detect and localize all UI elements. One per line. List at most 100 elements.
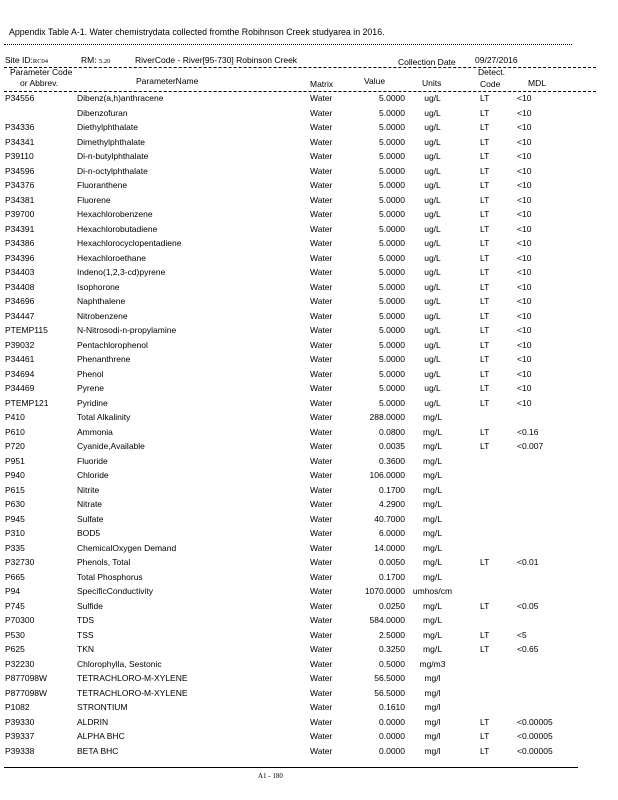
cell-mdl: <10 (517, 339, 532, 350)
table-row: P34396 Hexachloroethane Water 5.0000 ug/L LT <… (0, 253, 618, 267)
cell-value: 4.2900 (379, 499, 405, 509)
cell-code: P34556 (5, 93, 35, 103)
cell-name: Fluoranthene (77, 180, 128, 190)
cell-detect: LT (480, 325, 490, 335)
cell-value: 0.0250 (379, 600, 405, 611)
cell-mdl: <5 (517, 629, 527, 640)
cell-mdl: <10 (517, 209, 532, 219)
cell-value: 5.0000 (379, 165, 405, 176)
cell-matrix: Water (310, 470, 333, 480)
cell-matrix: Water (310, 209, 333, 219)
cell-units: ug/L (424, 310, 441, 321)
cell-detect: LT (480, 296, 490, 306)
cell-value: 5.0000 (379, 223, 405, 234)
cell-code: P39337 (5, 731, 35, 741)
cell-value: 5.0000 (379, 122, 405, 132)
cell-name: N-Nitrosodi-n-propylamine (77, 325, 177, 335)
cell-detect: LT (480, 368, 490, 379)
cell-name: Phenols, Total (77, 557, 131, 567)
header-code-1: Parameter Code (10, 67, 73, 77)
table-row: P615 Nitrite Water 0.1700 mg/L (0, 485, 618, 499)
cell-units: mg/L (423, 615, 442, 625)
cell-mdl: <10 (517, 267, 532, 277)
table-row: P34556 Dibenz(a,h)anthracene Water 5.0000 ug… (0, 93, 618, 107)
cell-detect: LT (480, 238, 490, 248)
cell-mdl: <0.007 (517, 441, 544, 451)
cell-units: mg/l (424, 745, 441, 756)
cell-mdl: <10 (517, 180, 532, 190)
table-row: P1082 STRONTIUM Water 0.1610 mg/l (0, 702, 618, 716)
cell-units: umhos/cm (412, 586, 453, 596)
cell-detect: LT (480, 557, 490, 567)
cell-units: ug/L (424, 122, 441, 132)
cell-detect: LT (480, 180, 490, 190)
cell-detect: LT (480, 339, 490, 350)
cell-detect: LT (480, 644, 490, 654)
cell-code: P34381 (5, 194, 35, 205)
table-row: P34696 Naphthalene Water 5.0000 ug/L LT <10 (0, 296, 618, 310)
cell-name: Pentachlorophenol (77, 339, 148, 350)
cell-code: P745 (5, 600, 25, 611)
cell-code: P34694 (5, 368, 35, 379)
cell-value: 5.0000 (379, 252, 405, 263)
table-row: P745 Sulfide Water 0.0250 mg/L LT <0.05 (0, 601, 618, 615)
page-number: A1 - 180 (258, 772, 283, 780)
cell-value: 0.0800 (379, 426, 405, 437)
cell-matrix: Water (310, 687, 333, 698)
cell-code: P625 (5, 644, 25, 654)
cell-matrix: Water (310, 339, 333, 350)
cell-detect: LT (480, 252, 490, 263)
header-detect-2: Code (480, 79, 501, 89)
cell-matrix: Water (310, 745, 333, 756)
cell-code: P1082 (5, 702, 30, 712)
cell-matrix: Water (310, 296, 333, 306)
cell-code: P34391 (5, 223, 35, 234)
cell-matrix: Water (310, 644, 333, 654)
cell-mdl: <10 (517, 93, 532, 103)
cell-detect: LT (480, 731, 490, 741)
cell-name: Pyrene (77, 383, 104, 393)
cell-matrix: Water (310, 615, 333, 625)
cell-matrix: Water (310, 122, 333, 132)
cell-units: ug/L (424, 180, 441, 190)
cell-name: Nitrobenzene (77, 310, 128, 321)
cell-units: mg/L (423, 470, 442, 480)
table-row: P310 BOD5 Water 6.0000 mg/L (0, 528, 618, 542)
cell-mdl: <10 (517, 238, 532, 248)
table-title: Appendix Table A-1. Water chemistrydata … (9, 27, 385, 37)
cell-matrix: Water (310, 658, 333, 669)
cell-name: Pyridine (77, 397, 108, 408)
cell-code: P34408 (5, 281, 35, 292)
cell-code: P615 (5, 484, 25, 495)
table-row: P39330 ALDRIN Water 0.0000 mg/l LT <0.00005 (0, 717, 618, 731)
cell-value: 14.0000 (374, 542, 405, 553)
cell-units: mg/L (423, 557, 442, 567)
cell-mdl: <10 (517, 397, 532, 408)
cell-value: 288.0000 (369, 412, 405, 422)
cell-value: 5.0000 (379, 180, 405, 190)
table-row: P34376 Fluoranthene Water 5.0000 ug/L LT <10 (0, 180, 618, 194)
table-row: PTEMP121 Pyridine Water 5.0000 ug/L LT <10 (0, 398, 618, 412)
cell-code: P94 (5, 586, 21, 596)
cell-matrix: Water (310, 426, 333, 437)
cell-units: ug/L (424, 383, 441, 393)
cell-value: 56.5000 (374, 687, 405, 698)
cell-name: Phenol (77, 368, 104, 379)
cell-mdl: <10 (517, 296, 532, 306)
collection-date: 09/27/2016 (475, 55, 518, 65)
cell-name: Ammonia (77, 426, 113, 437)
cell-detect: LT (480, 441, 490, 451)
cell-detect: LT (480, 151, 490, 161)
table-row: P720 Cyanide,Available Water 0.0035 mg/L LT <0… (0, 441, 618, 455)
cell-units: ug/L (424, 267, 441, 277)
cell-code: P39330 (5, 716, 35, 727)
cell-detect: LT (480, 136, 490, 147)
cell-name: Indeno(1,2,3-cd)pyrene (77, 267, 166, 277)
cell-name: BETA BHC (77, 745, 119, 756)
cell-code: P610 (5, 426, 25, 437)
table-row: P34386 Hexachlorocyclopentadiene Water 5.00… (0, 238, 618, 252)
cell-value: 5.0000 (379, 238, 405, 248)
site-id: Site ID:RC04 (5, 55, 48, 65)
header-value: Value (364, 76, 386, 86)
